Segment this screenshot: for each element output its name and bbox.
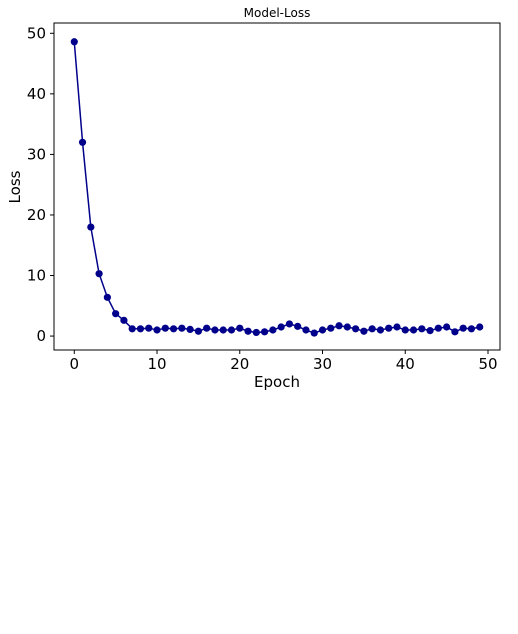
loss-data-point [78, 138, 87, 146]
loss-data-point [169, 325, 178, 333]
loss-data-point [368, 325, 376, 333]
loss-data-point [244, 327, 252, 335]
loss-data-point [443, 323, 451, 331]
y-axis-label: Loss [6, 170, 24, 203]
loss-data-point [103, 293, 111, 301]
loss-data-point [136, 325, 145, 333]
loss-data-point [318, 326, 327, 334]
loss-data-point [269, 326, 277, 334]
loss-data-point [352, 325, 360, 333]
loss-data-point [203, 324, 211, 332]
loss-data-point [294, 322, 302, 330]
loss-data-point [376, 326, 385, 334]
loss-data-point [128, 325, 136, 333]
loss-data-point [145, 324, 153, 332]
y-axis-ticks: 0 10 20 30 40 50 [27, 24, 54, 345]
loss-data-point [434, 324, 442, 332]
loss-data-point [343, 323, 351, 331]
loss-data-point [186, 325, 194, 334]
loss-data-point [426, 327, 434, 335]
loss-data-point [451, 328, 459, 336]
loss-data-point [302, 326, 310, 334]
loss-data-point [277, 323, 285, 331]
loss-data-point [409, 326, 418, 334]
loss-data-point [418, 325, 426, 333]
loss-data-point [153, 326, 161, 334]
loss-data-point [227, 326, 236, 334]
y-tick-label: 20 [27, 206, 46, 224]
y-tick-label: 10 [27, 267, 46, 285]
series-layer [70, 38, 484, 337]
y-tick-label: 40 [27, 85, 46, 103]
x-tick-label: 50 [478, 355, 497, 373]
loss-data-point [393, 323, 401, 331]
loss-data-point [236, 324, 244, 332]
loss-data-point [252, 328, 260, 337]
loss-data-point [194, 327, 202, 335]
loss-data-point [161, 324, 169, 332]
loss-data-point [310, 329, 318, 337]
loss-data-point [335, 322, 343, 330]
x-tick-label: 20 [230, 355, 249, 373]
chart-title: Model-Loss [244, 6, 311, 20]
x-tick-label: 30 [313, 355, 332, 373]
loss-data-point [211, 326, 219, 334]
loss-data-point [327, 324, 335, 332]
loss-data-point [385, 324, 393, 332]
y-tick-label: 0 [36, 327, 46, 345]
x-axis-ticks: 0 10 20 30 40 50 [69, 350, 498, 373]
loss-data-point [476, 323, 484, 331]
loss-data-point [70, 38, 78, 46]
x-tick-label: 0 [69, 355, 79, 373]
loss-data-point [360, 327, 368, 335]
loss-data-point [95, 270, 103, 278]
loss-data-point [285, 320, 294, 328]
loss-data-point [87, 223, 95, 231]
loss-data-point [178, 324, 186, 332]
plot-area [53, 22, 501, 351]
loss-data-point [120, 316, 128, 324]
loss-data-point [219, 326, 227, 334]
x-tick-label: 40 [396, 355, 415, 373]
x-axis-label: Epoch [254, 373, 300, 391]
loss-data-point [459, 324, 467, 332]
loss-data-point [112, 310, 120, 318]
x-tick-label: 10 [147, 355, 166, 373]
y-tick-label: 50 [27, 24, 46, 42]
loss-data-point [260, 328, 269, 336]
y-tick-label: 30 [27, 145, 46, 163]
loss-data-point [467, 325, 476, 333]
loss-data-point [401, 326, 409, 334]
